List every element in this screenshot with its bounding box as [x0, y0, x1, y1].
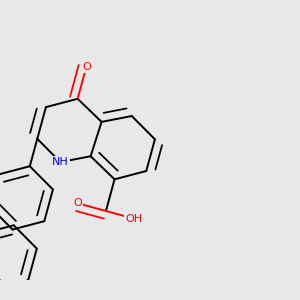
Text: O: O [74, 198, 82, 208]
Text: NH: NH [52, 157, 69, 167]
Text: OH: OH [125, 214, 142, 224]
Text: O: O [82, 62, 91, 72]
